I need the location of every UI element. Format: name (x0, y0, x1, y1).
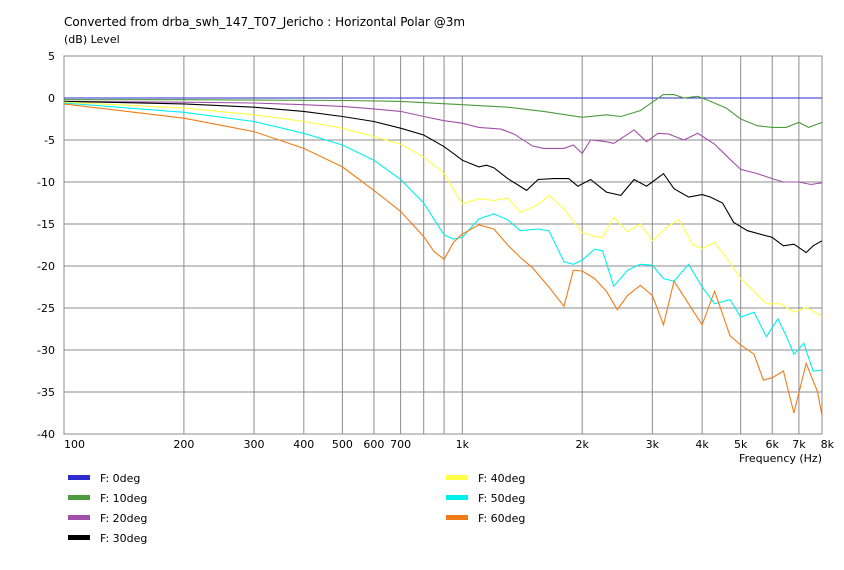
x-tick-label: 100 (64, 438, 85, 451)
x-tick-label: 6k (766, 438, 780, 451)
legend-label: F: 0deg (100, 472, 140, 485)
y-tick-label: -40 (37, 428, 55, 441)
legend-label: F: 30deg (100, 532, 147, 545)
legend-label: F: 60deg (478, 512, 525, 525)
y-tick-label: -35 (37, 386, 55, 399)
x-tick-label: 400 (293, 438, 314, 451)
chart-title: Converted from drba_swh_147_T07_Jericho … (64, 15, 465, 29)
legend-swatch (68, 495, 90, 500)
y-tick-label: -5 (44, 134, 55, 147)
series-line-f-30deg (63, 100, 823, 254)
y-tick-label: -30 (37, 344, 55, 357)
legend-swatch (68, 475, 90, 480)
series-line-f-50deg (63, 102, 823, 372)
x-tick-label: 300 (244, 438, 265, 451)
x-tick-label: 4k (695, 438, 709, 451)
series-line-f-20deg (63, 100, 823, 186)
x-tick-label: 8k (821, 438, 835, 451)
legend-swatch (446, 495, 468, 500)
legend-label: F: 40deg (478, 472, 525, 485)
x-tick-label: 7k (792, 438, 806, 451)
legend-label: F: 20deg (100, 512, 147, 525)
x-tick-label: 700 (390, 438, 411, 451)
y-tick-label: -15 (37, 218, 55, 231)
y-tick-label: -25 (37, 302, 55, 315)
x-tick-label: 2k (576, 438, 590, 451)
series-line-f-10deg (64, 94, 823, 129)
x-tick-label: 500 (332, 438, 353, 451)
y-tick-label: -20 (37, 260, 55, 273)
x-tick-label: 1k (456, 438, 470, 451)
y-tick-label: 0 (48, 92, 55, 105)
y-tick-label: 5 (48, 50, 55, 63)
x-axis-label: Frequency (Hz) (739, 452, 822, 465)
legend-swatch (68, 535, 90, 540)
legend-swatch (446, 475, 468, 480)
x-tick-label: 5k (734, 438, 748, 451)
y-tick-label: -10 (37, 176, 55, 189)
x-tick-labels: 100 200 300 400 500 600 700 1k 2k 3k 4k 5k 6k 7k 8k (64, 438, 835, 451)
legend: F: 0deg F: 10deg F: 20deg F: 30deg F: 40deg F… (68, 472, 525, 545)
y-tick-labels: 5 0 -5 -10 -15 -20 -25 -30 -35 -40 (37, 50, 55, 441)
y-unit-label: (dB) Level (64, 33, 120, 46)
x-tick-label: 3k (646, 438, 660, 451)
series-line-f-60deg (63, 103, 823, 416)
x-tick-label: 200 (173, 438, 194, 451)
legend-swatch (446, 515, 468, 520)
legend-label: F: 10deg (100, 492, 147, 505)
series-lines (63, 94, 823, 416)
legend-swatch (68, 515, 90, 520)
x-tick-label: 600 (363, 438, 384, 451)
series-line-f-40deg (63, 101, 823, 317)
legend-label: F: 50deg (478, 492, 525, 505)
